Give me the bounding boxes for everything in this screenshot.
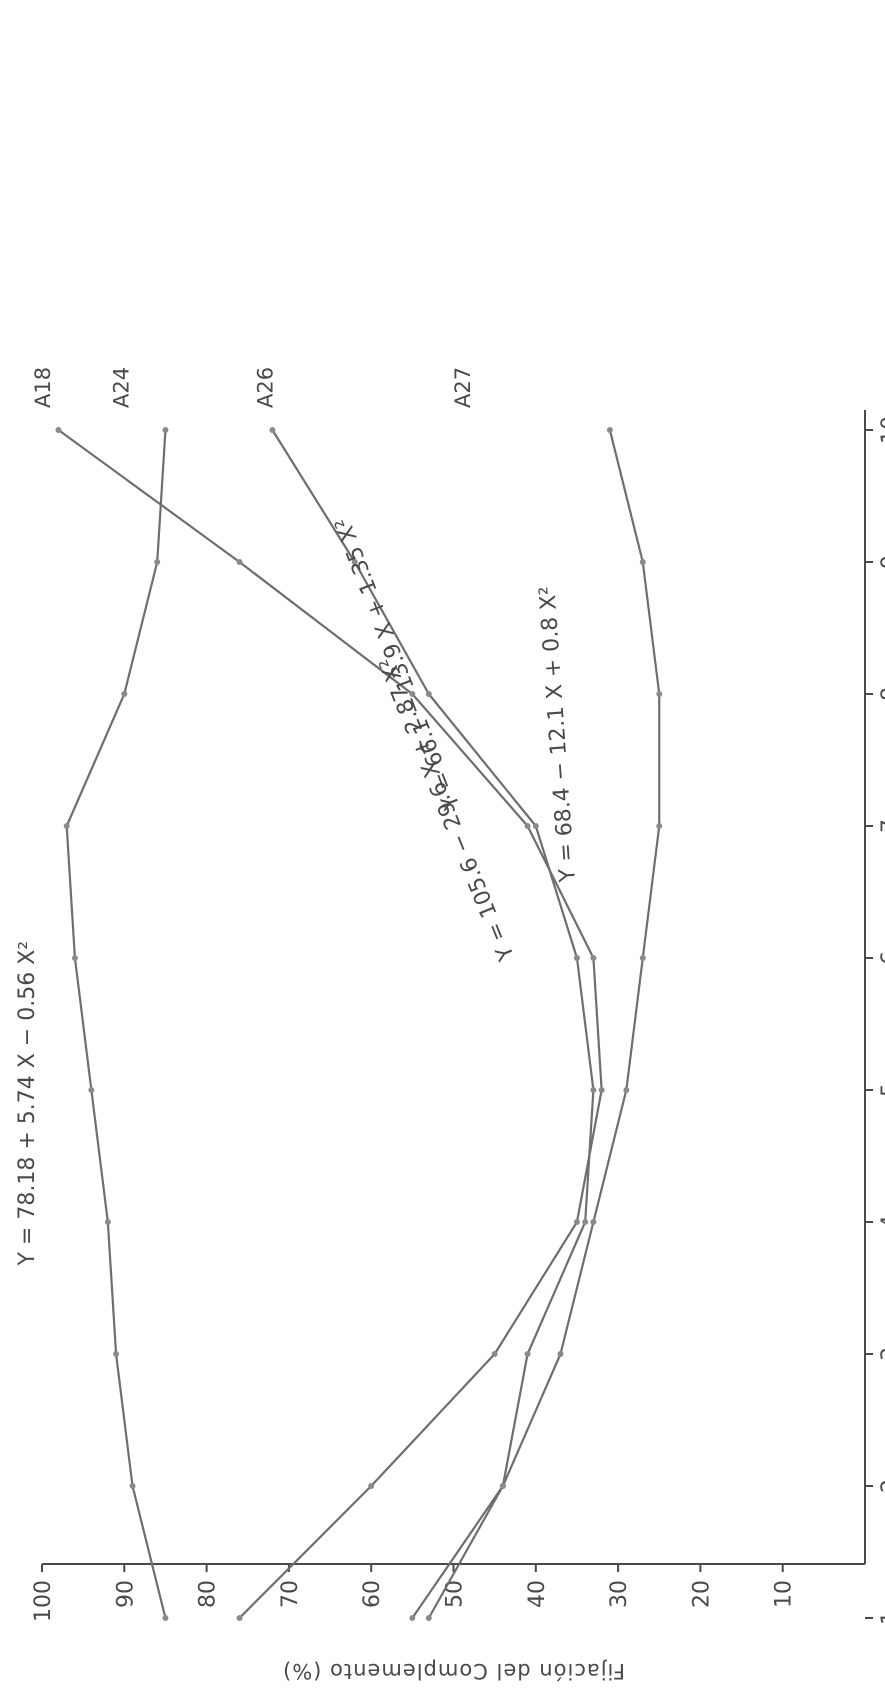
x-ticks: 1Campo2BHK-53BHK-104Ratón 3Campo5Ratón 3… <box>865 416 885 1625</box>
series-label-a27: A27 <box>451 367 475 408</box>
y-tick-label: 50 <box>443 1580 468 1608</box>
data-point <box>573 955 580 961</box>
y-tick-label: 20 <box>689 1580 714 1608</box>
data-point <box>63 823 70 829</box>
data-point <box>409 1615 416 1621</box>
data-point <box>71 955 78 961</box>
data-point <box>656 691 663 697</box>
series-line-a24 <box>65 429 167 1619</box>
x-tick-label: 8 <box>878 687 885 701</box>
y-tick-label: 90 <box>113 1580 138 1608</box>
series-line-a26 <box>271 429 595 1619</box>
data-point <box>557 1351 564 1357</box>
data-point <box>121 691 128 697</box>
data-point <box>162 427 169 433</box>
data-point <box>162 1615 169 1621</box>
data-point <box>491 1351 498 1357</box>
series-label-a26: A26 <box>253 367 277 408</box>
y-tick-label: 30 <box>607 1580 632 1608</box>
x-tick-label: 3 <box>878 1347 885 1361</box>
series-label-a18: A18 <box>31 367 55 408</box>
data-point <box>236 1615 243 1621</box>
y-tick-label: 60 <box>360 1580 385 1608</box>
data-point <box>113 1351 120 1357</box>
series-points <box>55 427 663 1621</box>
x-tick-label: 1 <box>878 1611 885 1625</box>
data-point <box>499 1483 506 1489</box>
data-point <box>236 559 243 565</box>
y-tick-label: 100 <box>31 1580 56 1622</box>
series-lines <box>57 429 661 1619</box>
y-axis-label: Fijación del Complemento (%) <box>282 1659 625 1683</box>
data-point <box>104 1219 111 1225</box>
data-point <box>269 427 276 433</box>
data-point <box>598 1087 605 1093</box>
data-point <box>590 955 597 961</box>
data-point <box>606 427 613 433</box>
x-tick-label: 6 <box>878 951 885 965</box>
y-tick-label: 70 <box>278 1580 303 1608</box>
data-point <box>590 1219 597 1225</box>
data-point <box>154 559 161 565</box>
data-point <box>639 559 646 565</box>
data-point <box>623 1087 630 1093</box>
data-point <box>409 691 416 697</box>
series-line-a27 <box>427 429 661 1619</box>
data-point <box>639 955 646 961</box>
series-labels: A18 A24 A26 A27 <box>31 367 475 408</box>
y-tick-label: 10 <box>772 1580 797 1608</box>
y-tick-label: 40 <box>525 1580 550 1608</box>
data-point <box>582 1219 589 1225</box>
data-point <box>524 1351 531 1357</box>
equation-a27: Y = 68.4 − 12.1 X + 0.8 X² <box>535 585 581 884</box>
data-point <box>368 1483 375 1489</box>
x-tick-label: 9 <box>878 555 885 569</box>
y-tick-label: 80 <box>196 1580 221 1608</box>
equation-a26: Y = 66.1 − 13.9 X + 1.35 X² <box>331 514 466 814</box>
data-point <box>656 823 663 829</box>
x-tick-label: 7 <box>878 819 885 833</box>
data-point <box>88 1087 95 1093</box>
series-line-a18 <box>57 429 603 1619</box>
y-ticks: 10 20 30 40 50 60 70 80 90 100 <box>31 1564 797 1622</box>
data-point <box>129 1483 136 1489</box>
data-point <box>55 427 62 433</box>
series-label-a24: A24 <box>109 367 133 408</box>
x-tick-label: 5 <box>878 1083 885 1097</box>
data-point <box>573 1219 580 1225</box>
data-point <box>351 559 358 565</box>
equation-a24: Y = 78.18 + 5.74 X − 0.56 X² <box>15 941 40 1267</box>
data-point <box>425 691 432 697</box>
data-point <box>590 1087 597 1093</box>
data-point <box>532 823 539 829</box>
x-tick-label: 4 <box>878 1215 885 1229</box>
data-point <box>524 823 531 829</box>
x-tick-label: 10 <box>878 416 885 444</box>
x-tick-label: 2 <box>878 1479 885 1493</box>
data-point <box>425 1615 432 1621</box>
